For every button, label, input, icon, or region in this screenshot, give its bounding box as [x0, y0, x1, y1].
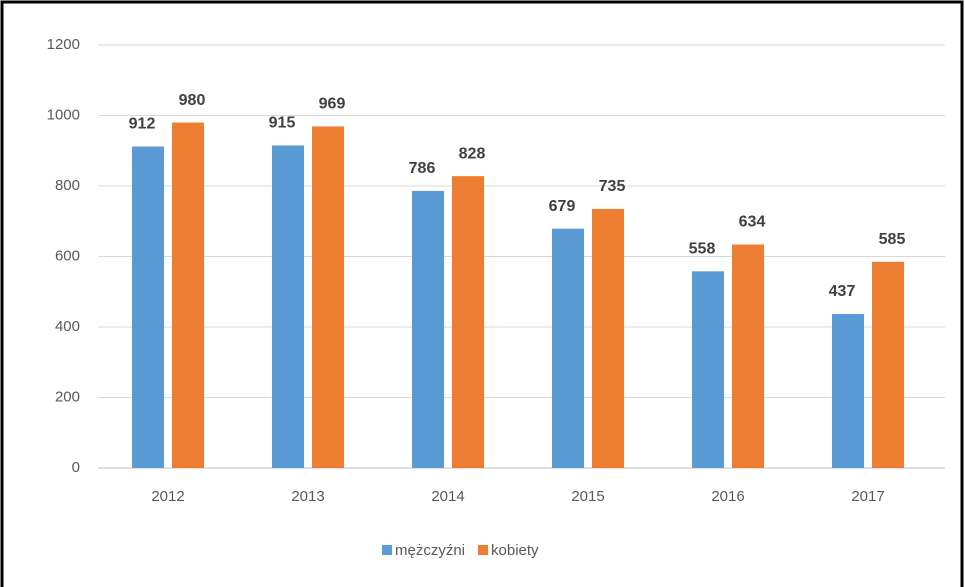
- bar: [132, 146, 164, 468]
- bar: [592, 208, 624, 468]
- data-label: 915: [269, 115, 296, 132]
- y-tick-label: 1200: [47, 36, 80, 53]
- bar: [832, 313, 864, 468]
- data-label: 969: [319, 96, 346, 113]
- bar: [312, 126, 344, 469]
- data-label: 437: [829, 283, 856, 300]
- bar: [692, 271, 724, 468]
- data-label: 558: [689, 241, 716, 258]
- legend-label: mężczyźni: [395, 542, 465, 559]
- data-label: 679: [549, 198, 576, 215]
- y-tick-label: 0: [72, 459, 80, 476]
- x-tick-label: 2013: [291, 488, 324, 505]
- x-tick-label: 2016: [711, 488, 744, 505]
- legend-label: kobiety: [491, 542, 539, 559]
- data-label: 912: [129, 116, 156, 133]
- y-tick-label: 600: [55, 247, 80, 264]
- y-tick-label: 1000: [47, 106, 80, 123]
- data-label: 735: [599, 178, 626, 195]
- bar: [272, 145, 304, 468]
- y-tick-label: 400: [55, 318, 80, 335]
- y-tick-label: 800: [55, 177, 80, 194]
- y-tick-label: 200: [55, 388, 80, 405]
- bar: [872, 261, 904, 468]
- data-label: 786: [409, 160, 436, 177]
- data-label: 980: [179, 92, 206, 109]
- bar: [552, 228, 584, 468]
- data-label: 634: [739, 214, 766, 231]
- x-tick-label: 2017: [851, 488, 884, 505]
- data-label: 585: [879, 231, 906, 248]
- x-tick-label: 2012: [151, 488, 184, 505]
- bar: [452, 176, 484, 468]
- bar: [732, 244, 764, 468]
- data-label: 828: [459, 145, 486, 162]
- x-tick-label: 2015: [571, 488, 604, 505]
- bar: [412, 190, 444, 468]
- x-tick-label: 2014: [431, 488, 464, 505]
- legend-swatch: [478, 545, 489, 555]
- bar: [172, 122, 204, 469]
- legend-swatch: [382, 545, 392, 555]
